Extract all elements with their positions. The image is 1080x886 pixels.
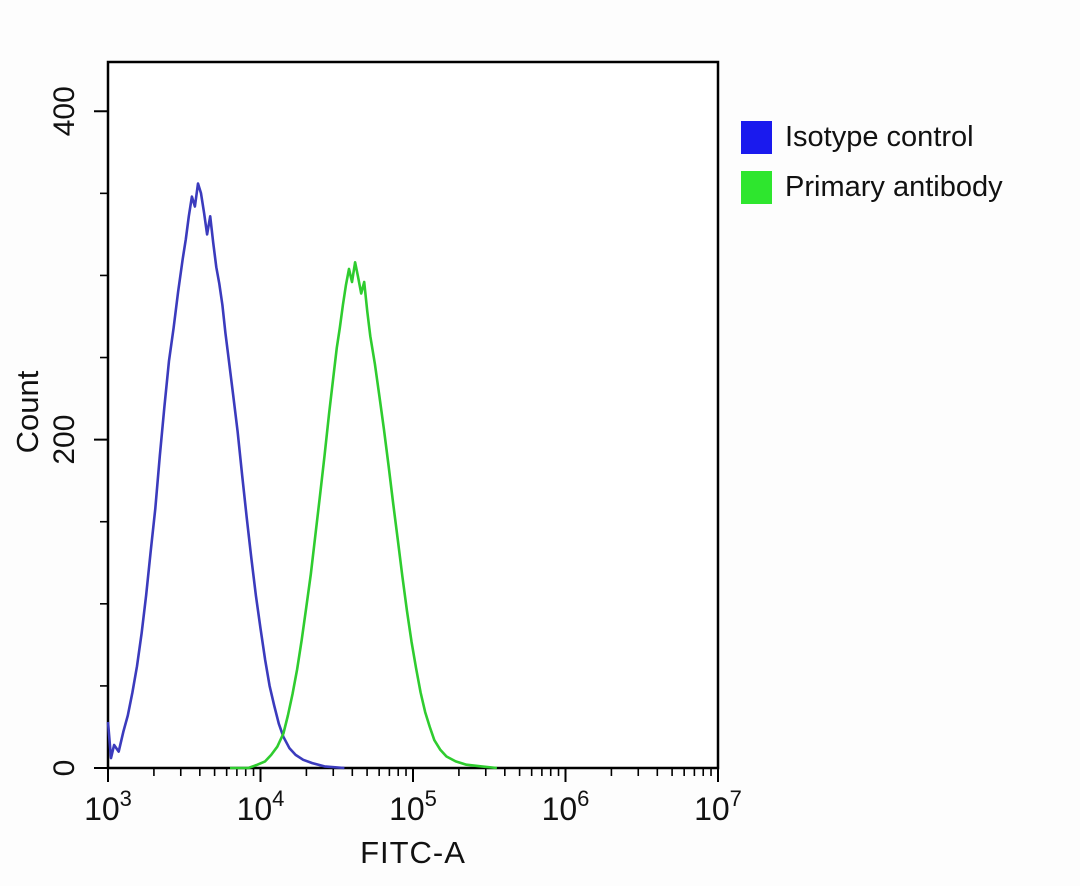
x-tick-label: 103 xyxy=(84,786,132,827)
plot-border xyxy=(106,60,720,770)
legend-item: Isotype control xyxy=(741,121,1003,154)
y-tick-label: 400 xyxy=(48,86,81,136)
legend-label: Isotype control xyxy=(785,121,974,153)
series-curve-0 xyxy=(106,182,345,770)
x-tick-label: 107 xyxy=(694,786,742,827)
legend-item: Primary antibody xyxy=(741,171,1003,204)
legend-swatch xyxy=(741,171,772,204)
x-tick-label: 104 xyxy=(237,786,285,827)
legend-swatch xyxy=(741,121,772,154)
y-axis-title: Count xyxy=(10,370,45,454)
x-tick-label: 105 xyxy=(389,786,437,827)
y-tick-label: 200 xyxy=(48,415,81,465)
legend: Isotype control Primary antibody xyxy=(741,121,1003,204)
x-tick-label: 106 xyxy=(542,786,590,827)
series-curve-1 xyxy=(230,260,498,770)
y-tick-label: 0 xyxy=(48,760,81,777)
x-axis-title: FITC-A xyxy=(360,835,466,870)
legend-label: Primary antibody xyxy=(785,171,1003,203)
